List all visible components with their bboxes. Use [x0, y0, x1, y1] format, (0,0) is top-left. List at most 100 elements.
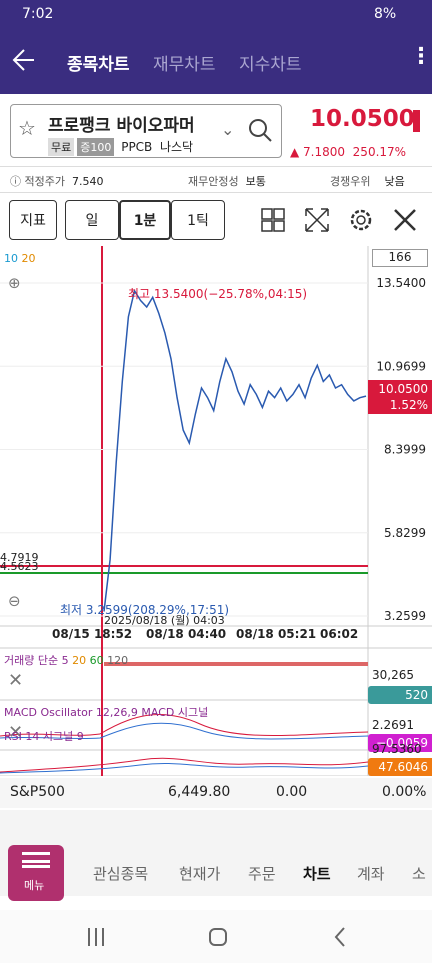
tab[interactable]: 재무차트 [153, 55, 216, 75]
x-label: 08/18 04:40 [146, 627, 227, 641]
macd-label: MACD Oscillator [4, 706, 93, 719]
change-value: ▲ 7.1800 [290, 145, 346, 159]
y-tick-label: 3.2599 [384, 609, 426, 623]
level: 4.5623 [0, 560, 39, 573]
period-button[interactable]: 1분 [119, 200, 171, 240]
info: 재무안정성 보통 [188, 173, 266, 189]
nav-item[interactable]: 소 [412, 865, 426, 883]
price-tag-pct: 1.52% [368, 396, 432, 414]
macd-params: 12,26,9 [95, 706, 138, 719]
x-label: 06:02 [320, 627, 359, 641]
ma: 20 [21, 252, 36, 265]
search[interactable] [246, 116, 274, 144]
nav-item[interactable]: 관심종목 [93, 865, 149, 883]
price-line [103, 288, 367, 612]
rsi-signal: 시그널 9 [42, 730, 84, 743]
tag: 무료 [48, 138, 75, 156]
info: ⓘ 적정주가 7.540 [10, 175, 104, 188]
battery: 8% [374, 6, 397, 22]
volume-label: 거래량 단순 [4, 654, 59, 667]
zoom-in[interactable]: ⊕ [8, 274, 21, 292]
y-tick-label: 5.8299 [384, 526, 426, 540]
dropdown[interactable]: ⌄ [221, 120, 235, 139]
high-label: 최고 13.5400(−25.78%,04:15) [128, 287, 308, 301]
zoom-out[interactable]: ⊖ [8, 592, 21, 610]
info-value: 7.540 [71, 175, 104, 188]
ma: 10 [4, 252, 18, 265]
period-button[interactable]: 일 [65, 200, 119, 240]
system-nav [0, 910, 432, 963]
period: 120 [107, 654, 129, 667]
price: 10.0500 [310, 106, 415, 132]
chart: 13.5400 10.9699 8.3999 5.8299 3.2599 [0, 246, 432, 776]
price-bar [413, 110, 420, 132]
macd-legend: MACD Oscillator 12,26,9 MACD 시그널 [4, 704, 208, 720]
index-pct: 0.00% [382, 784, 427, 800]
stock-tags: 무료 증100 PPCB 나스닥 [48, 138, 193, 156]
time: 7:02 [22, 6, 54, 22]
rsi-label: RSI 14 [4, 730, 40, 743]
period: 20 [72, 654, 87, 667]
more[interactable]: ⋮ [410, 44, 432, 69]
macd-max: 2.2691 [372, 718, 414, 732]
period: 60 [89, 654, 104, 667]
info-label: 경쟁우위 [330, 175, 371, 188]
stock-name: 프로팽크 바이오파머 [48, 116, 195, 136]
rsi-max: 97.5360 [372, 742, 422, 756]
macd-extra: MACD 시그널 [141, 706, 209, 719]
index-name: S&P500 [10, 784, 65, 800]
level: 4.7919 [0, 551, 39, 564]
divider [0, 192, 432, 193]
change: ▲ 7.1800 250.17% [290, 145, 406, 159]
change-pct: 250.17% [352, 145, 407, 159]
divider [0, 166, 432, 167]
top-bar [0, 0, 432, 94]
info: 경쟁우위 낮음 [330, 173, 405, 189]
low-label: 최저 3.2599(208.29%,17:51) [60, 603, 230, 617]
menu-icon [22, 852, 50, 868]
tag: 증100 [77, 138, 115, 156]
stock-box [10, 104, 282, 158]
x-label: 2025/08/18 (월) 04:03 [104, 614, 225, 627]
info-value: 보통 [245, 175, 266, 188]
x-label: 08/18 05:21 [236, 627, 317, 641]
index-change: 0.00 [276, 784, 308, 800]
ticker: PPCB [121, 140, 153, 154]
info-label: 재무안정성 [188, 175, 239, 188]
nav-item[interactable]: 현재가 [179, 865, 221, 883]
volume-max: 30,265 [372, 668, 414, 682]
close[interactable]: ✕ [8, 722, 24, 743]
back[interactable] [10, 46, 38, 74]
close[interactable]: ✕ [8, 670, 24, 691]
info-label: 적정주가 [24, 175, 65, 188]
volume-legend: 거래량 단순 5 20 60 120 [4, 652, 128, 668]
price-tag: 10.0500 [368, 380, 432, 398]
nav-item[interactable]: 차트 [303, 865, 331, 883]
x-label: 08/15 18:52 [52, 627, 133, 641]
tab[interactable]: 종목차트 [67, 55, 130, 75]
system-buttons[interactable] [80, 924, 360, 950]
nav-item[interactable]: 주문 [248, 865, 276, 883]
market: 나스닥 [159, 140, 194, 154]
toolbar-icons[interactable] [258, 206, 418, 236]
volume-current: 520 [368, 686, 432, 704]
ma-legend: 10 20 [4, 252, 36, 265]
star[interactable]: ☆ [18, 116, 36, 140]
index-row [0, 778, 432, 808]
y-tick-label: 10.9699 [376, 359, 426, 373]
count: 166 [372, 249, 428, 267]
rsi-current: 47.6046 [368, 758, 432, 776]
y-tick-label: 13.5400 [376, 276, 426, 290]
macd-current: −0.0059 [368, 734, 432, 752]
menu-label: 메뉴 [24, 879, 45, 892]
bottom-nav [0, 810, 432, 896]
index-value: 6,449.80 [168, 784, 231, 800]
nav-item[interactable]: 계좌 [357, 865, 385, 883]
indicator-button[interactable]: 지표 [9, 200, 57, 240]
rsi-legend: RSI 14 시그널 9 [4, 728, 84, 744]
info-value: 낮음 [384, 175, 405, 188]
tab[interactable]: 지수차트 [239, 55, 302, 75]
period-button[interactable]: 1틱 [171, 200, 225, 240]
y-tick-label: 8.3999 [384, 443, 426, 457]
